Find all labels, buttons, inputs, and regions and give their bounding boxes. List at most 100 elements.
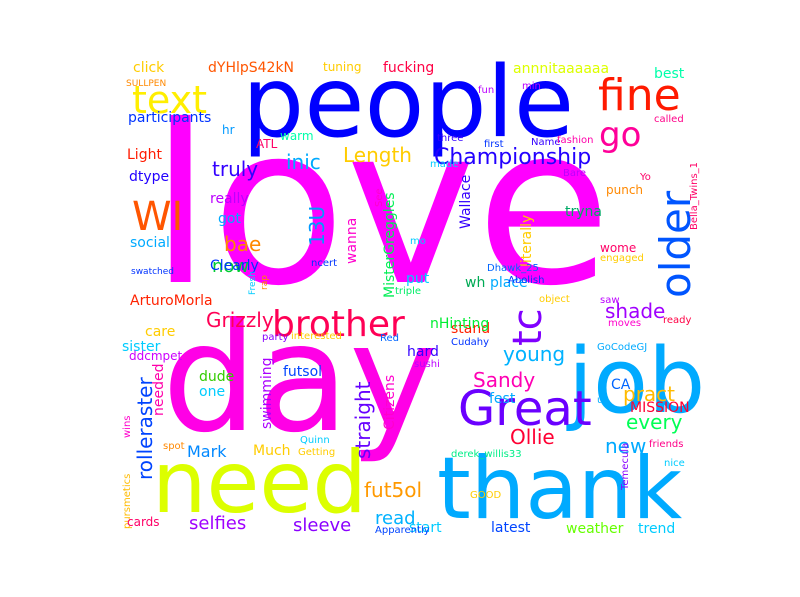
word-getting: Getting: [298, 447, 335, 458]
word-literally: literally: [519, 215, 535, 267]
word-spot: spot: [163, 441, 185, 452]
word-day: day: [162, 292, 438, 466]
word-moves: moves: [608, 318, 641, 329]
word-interested: interested: [291, 331, 342, 342]
word-hard: hard: [407, 344, 439, 360]
word-championship: Championship: [434, 145, 591, 170]
word-fun: fun: [478, 85, 494, 96]
word-tc: tc: [505, 308, 551, 346]
word-bella-twins-1: Bella_Twins_1: [689, 162, 700, 230]
word-ncert: ncert: [311, 258, 337, 269]
word-annnitaaaaaa: annnitaaaaaa: [513, 61, 609, 77]
word-place: place: [490, 275, 528, 291]
word-great: Great: [458, 381, 592, 437]
word-much: Much: [253, 443, 291, 459]
word-shade: shade: [605, 299, 665, 323]
word-derek-willis33: derek_willis33: [451, 449, 522, 460]
word-older: older: [651, 190, 700, 298]
word-abolish: Abolish: [508, 275, 544, 286]
word-straight: straight: [351, 381, 375, 459]
word-red: Red: [380, 333, 399, 344]
word-dtype: dtype: [129, 169, 169, 185]
word-new: new: [605, 434, 646, 458]
word-dyhlps42kn: dYHlpS42kN: [208, 60, 294, 76]
word-hr: hr: [222, 123, 235, 137]
word-punch: punch: [606, 183, 643, 197]
word-arturomorla: ArturoMorla: [130, 293, 213, 309]
word-sister: sister: [122, 339, 161, 355]
word-every: every: [626, 410, 683, 434]
word-text: text: [132, 78, 207, 122]
word-participants: participants: [128, 110, 211, 126]
word-warm: warm: [280, 129, 314, 143]
word-selfies: selfies: [189, 513, 246, 534]
word-party: party: [262, 332, 289, 343]
word-apparently: Apparently: [375, 525, 430, 536]
word-nhinting: nHinting: [430, 316, 489, 332]
word-need: need: [152, 433, 367, 533]
word-sullpen: SULLPEN: [126, 79, 166, 89]
word-one: one: [199, 384, 225, 400]
word-light: Light: [127, 147, 162, 163]
word-first: first: [484, 139, 504, 150]
word-yo: Yo: [639, 172, 651, 183]
word-mistergreggles: MisterGreggles: [382, 192, 398, 298]
word-ready: ready: [663, 315, 692, 326]
word-fucking: fucking: [383, 60, 434, 76]
word-wi: WI: [132, 194, 183, 240]
word-grizzly: Grizzly: [206, 308, 274, 332]
word-atl: ATL: [256, 137, 278, 151]
word-mission: MISSION: [630, 400, 690, 416]
word-really: really: [210, 191, 249, 207]
word-brother: brother: [272, 304, 405, 345]
word-length: Length: [343, 143, 412, 167]
word-13u: 13U: [305, 206, 329, 246]
word-got: got: [218, 211, 241, 227]
word-saw: saw: [600, 295, 620, 306]
word-mo: mo: [410, 236, 426, 247]
word-fresh: Fresh: [248, 271, 258, 295]
word-stand: stand: [451, 321, 490, 337]
word-sushi: sushi: [414, 359, 440, 370]
word-click: click: [133, 60, 165, 76]
word-rolleraster: rolleraster: [133, 377, 157, 480]
word-social: social: [130, 235, 170, 251]
word-fine: fine: [598, 70, 681, 121]
word-ddcmpet: ddcmpet: [129, 349, 183, 363]
word-swimming: swimming: [259, 357, 275, 429]
word-bae: bae: [224, 232, 261, 256]
word-put: put: [406, 271, 430, 287]
word-wanna: wanna: [344, 218, 360, 264]
word-tuning: tuning: [323, 60, 361, 74]
word-fashion: fashion: [557, 135, 593, 146]
word-go: go: [599, 115, 641, 155]
word-needed: needed: [151, 364, 167, 417]
word-nice: nice: [664, 458, 685, 469]
word-tryna: tryna: [565, 204, 602, 220]
word-best: best: [654, 66, 685, 82]
word-made: made: [430, 159, 458, 170]
word-triple: triple: [395, 286, 421, 297]
word-love: love: [150, 78, 611, 334]
word-friends: friends: [649, 439, 683, 450]
word-min: min: [522, 81, 541, 92]
word-trend: trend: [638, 521, 675, 537]
word-gocodegj: GoCodeGJ: [597, 342, 647, 353]
word-name: Name: [531, 137, 561, 148]
word-now: now: [212, 256, 249, 277]
word-object: object: [539, 294, 570, 305]
word-rap: rap: [260, 275, 270, 290]
word-start: start: [409, 520, 442, 536]
word-three: three: [437, 133, 463, 144]
word-fut5ol: fut5ol: [364, 478, 422, 502]
word-ul: ul: [597, 395, 606, 406]
word-pract: pract: [623, 382, 675, 406]
word-cudahy: Cudahy: [451, 337, 489, 348]
word-job: job: [566, 329, 705, 434]
word-mark: Mark: [187, 442, 227, 461]
word-temecula: Temecula: [620, 443, 631, 491]
word-quinn: Quinn: [300, 435, 330, 446]
word-bare: Bare: [563, 168, 586, 179]
word-engaged: engaged: [600, 253, 644, 264]
word-swatched: swatched: [131, 267, 174, 277]
